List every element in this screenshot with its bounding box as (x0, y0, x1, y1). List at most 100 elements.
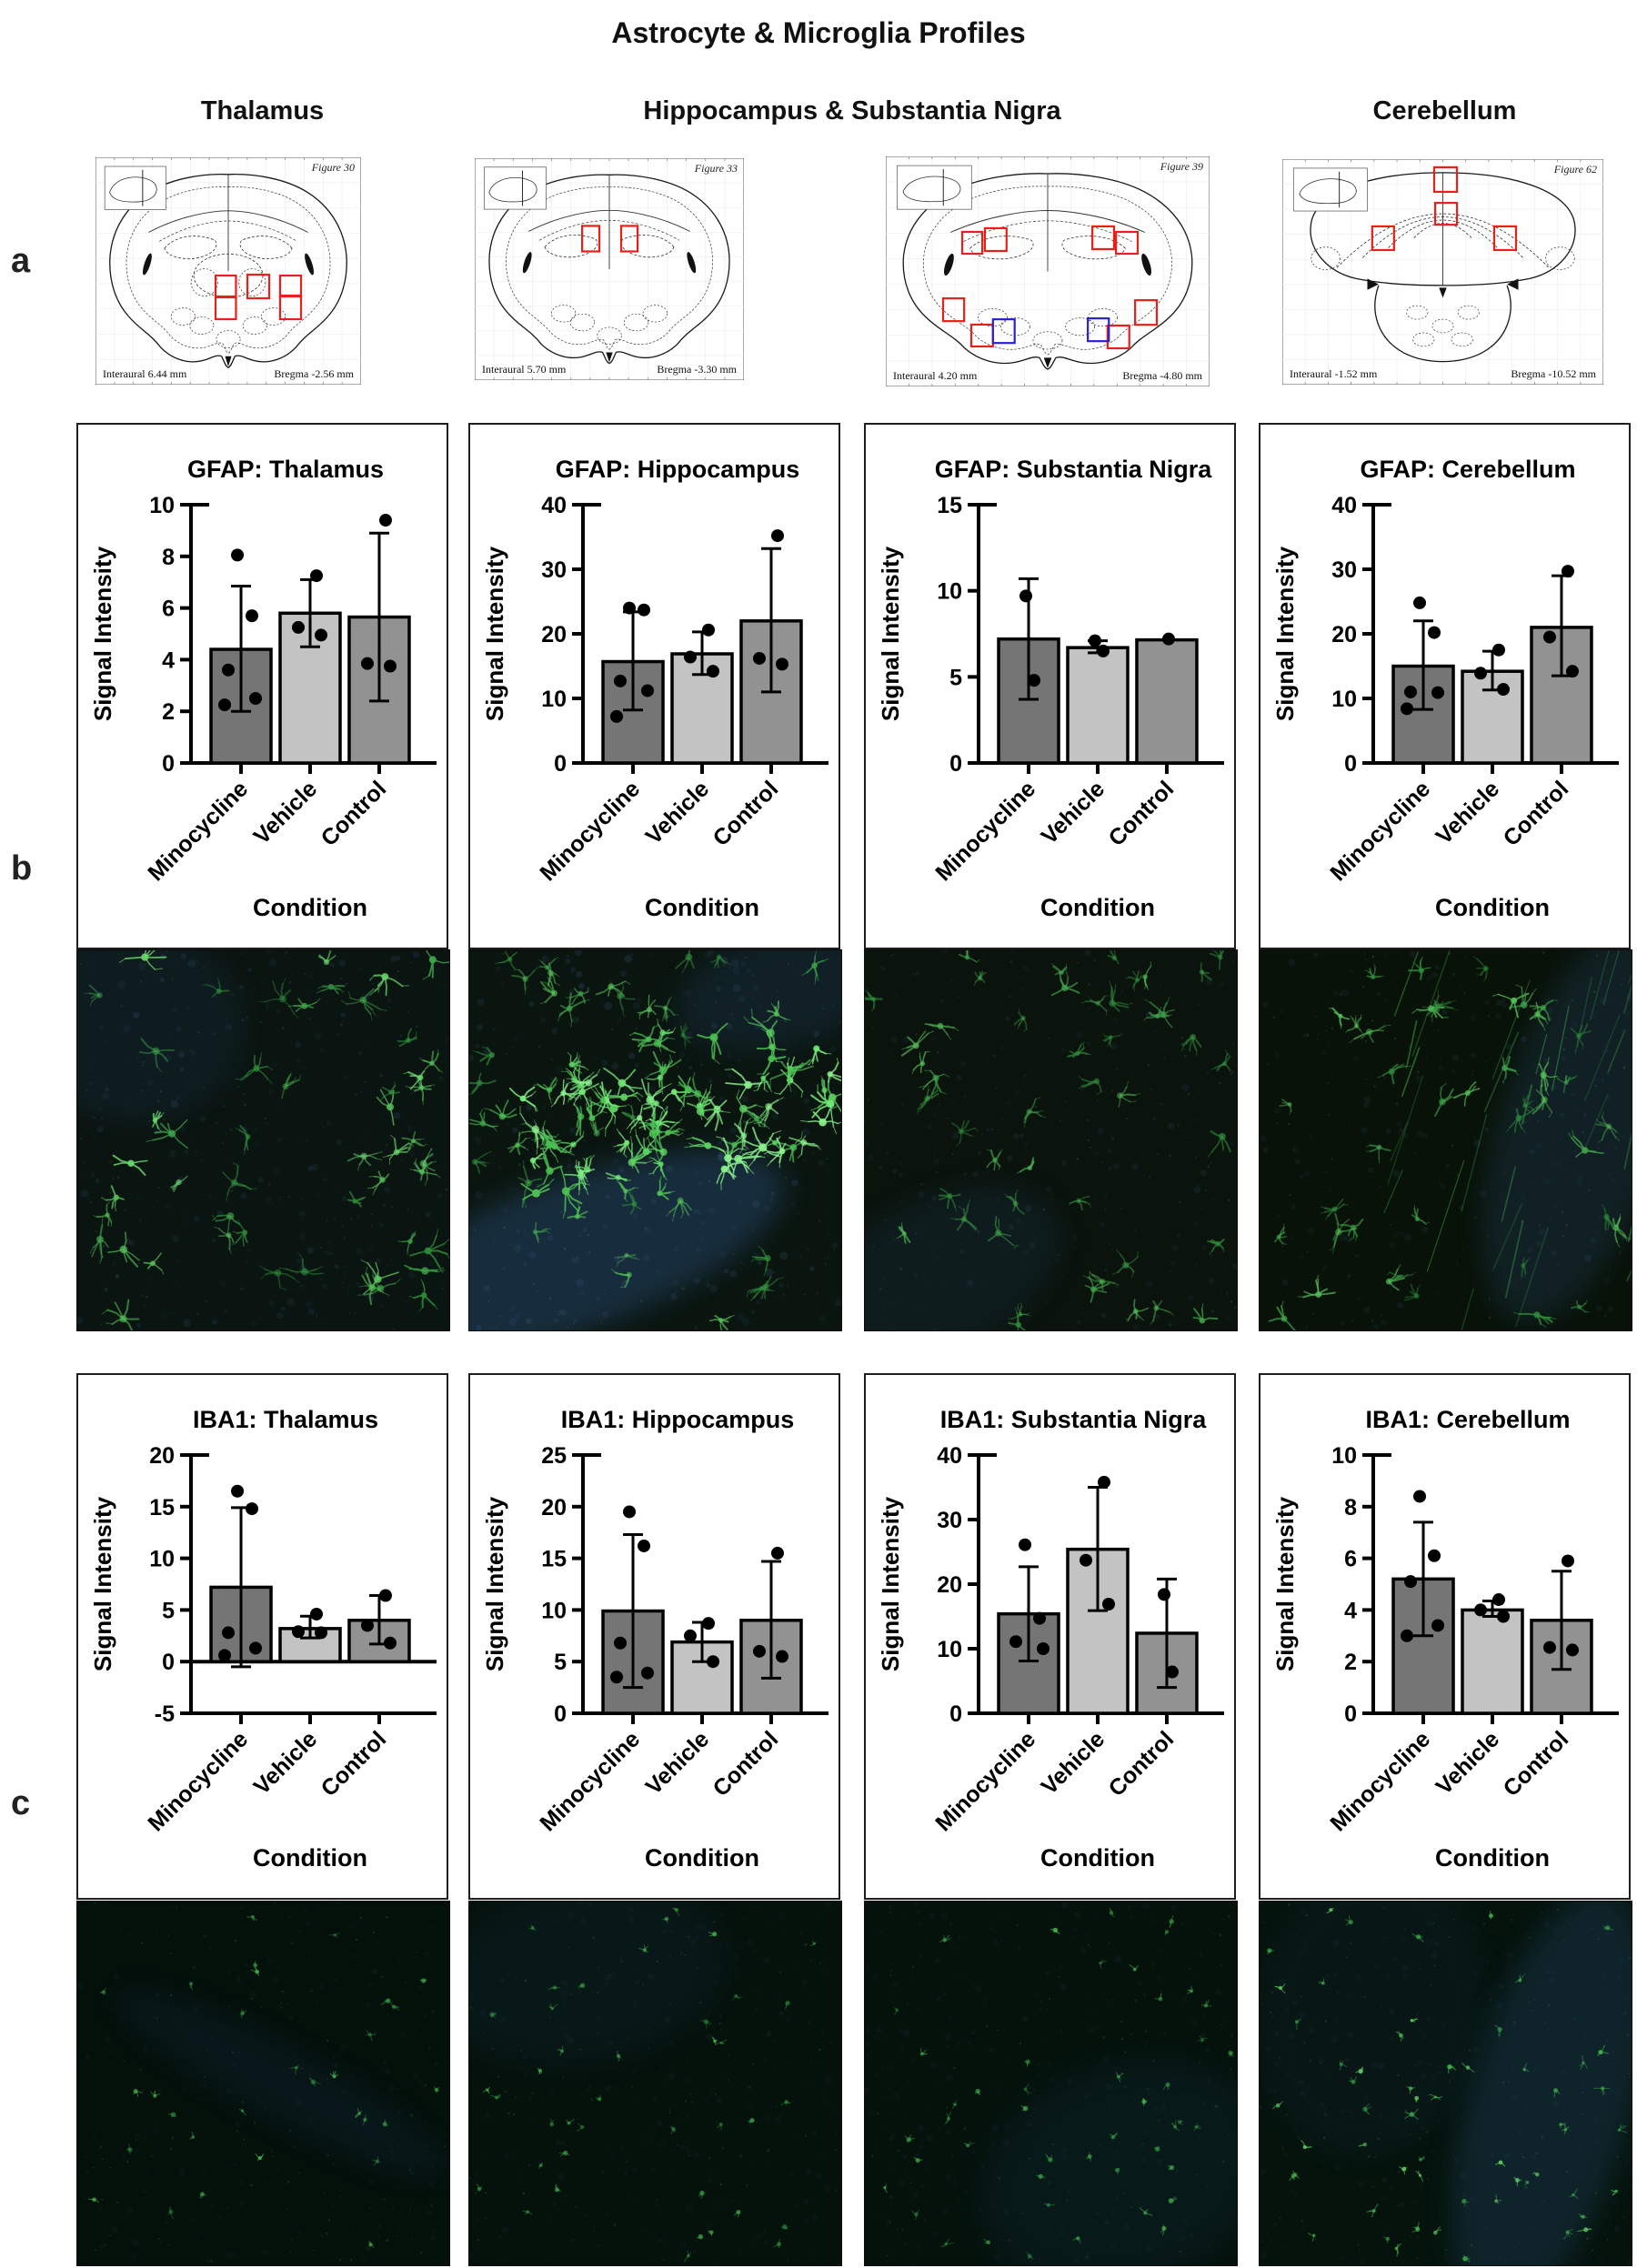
column-header-hippocampus-sn: Hippocampus & Substantia Nigra (643, 96, 1061, 125)
chart-iba1-hippocampus: IBA1: Hippocampus Signal Intensity 0 5 10 15 2… (468, 1373, 840, 1900)
svg-text:15: 15 (149, 1495, 175, 1520)
svg-text:GFAP: Hippocampus: GFAP: Hippocampus (556, 456, 800, 483)
svg-text:Condition: Condition (253, 1844, 367, 1872)
svg-text:20: 20 (541, 1495, 567, 1520)
svg-text:4: 4 (162, 647, 175, 673)
svg-text:Signal Intensity: Signal Intensity (1271, 1496, 1299, 1671)
svg-text:0: 0 (949, 1701, 962, 1727)
svg-text:0: 0 (1344, 751, 1357, 777)
atlas-figure-number: Figure 33 (694, 162, 738, 175)
atlas-bregma-label: Bregma -4.80 mm (1122, 369, 1202, 382)
bar-chart: GFAP: Hippocampus Signal Intensity 0 10 20 30… (481, 456, 829, 921)
svg-text:20: 20 (149, 1443, 175, 1469)
svg-text:Vehicle: Vehicle (249, 1726, 323, 1800)
svg-text:Vehicle: Vehicle (641, 776, 715, 849)
figure-title: Astrocyte & Microglia Profiles (611, 16, 1026, 49)
svg-text:GFAP: Thalamus: GFAP: Thalamus (187, 456, 384, 483)
row-label-c: c (11, 1784, 31, 1822)
fluorescence-image (865, 950, 1237, 1330)
atlas-interaural-label: Interaural 6.44 mm (103, 367, 187, 380)
chart-gfap-cerebellum: GFAP: Cerebellum Signal Intensity 0 10 20 30 4… (1259, 423, 1631, 949)
bar-chart: IBA1: Substantia Nigra Signal Intensity 0 1… (877, 1406, 1224, 1872)
svg-text:Signal Intensity: Signal Intensity (481, 546, 508, 721)
svg-text:Control: Control (316, 1726, 392, 1801)
svg-text:0: 0 (162, 1650, 175, 1675)
svg-text:IBA1: Substantia Nigra: IBA1: Substantia Nigra (940, 1406, 1208, 1433)
svg-text:Minocycline: Minocycline (143, 776, 253, 886)
svg-text:10: 10 (149, 493, 175, 518)
svg-text:0: 0 (162, 751, 175, 777)
bar-chart: GFAP: Cerebellum Signal Intensity 0 10 20 30 4… (1271, 456, 1619, 921)
svg-text:GFAP: Substantia Nigra: GFAP: Substantia Nigra (935, 456, 1213, 483)
micrograph-gfap-thalamus (76, 949, 450, 1331)
svg-text:2: 2 (162, 699, 175, 725)
bar-chart: GFAP: Thalamus Signal Intensity 0 2 4 6 8 10 Min… (89, 456, 437, 921)
svg-text:Control: Control (1104, 776, 1180, 851)
brain-atlas-drawing (475, 158, 744, 380)
svg-text:10: 10 (541, 687, 567, 712)
svg-text:Minocycline: Minocycline (1325, 776, 1435, 886)
atlas-figure-number: Figure 30 (311, 161, 355, 174)
micrograph-gfap-substantia-nigra (864, 949, 1238, 1331)
svg-text:10: 10 (541, 1598, 567, 1623)
atlas-panel-substantia-nigra: Figure 39 Interaural 4.20 mm Bregma -4.8… (886, 156, 1210, 386)
fluorescence-image (469, 950, 841, 1330)
svg-text:40: 40 (541, 493, 567, 518)
fluorescence-image (77, 1902, 449, 2265)
chart-iba1-thalamus: IBA1: Thalamus Signal Intensity -5 0 5 10 15 20… (76, 1373, 448, 1900)
atlas-bregma-label: Bregma -10.52 mm (1511, 367, 1596, 380)
chart-gfap-substantia-nigra: GFAP: Substantia Nigra Signal Intensity 0 5… (864, 423, 1236, 949)
svg-text:Minocycline: Minocycline (930, 776, 1040, 886)
atlas-figure-number: Figure 62 (1553, 163, 1597, 176)
svg-text:Condition: Condition (1435, 894, 1550, 921)
svg-text:10: 10 (1331, 1443, 1357, 1469)
chart-iba1-cerebellum: IBA1: Cerebellum Signal Intensity 0 2 4 6 8 10 M… (1259, 1373, 1631, 1900)
svg-text:IBA1: Cerebellum: IBA1: Cerebellum (1365, 1406, 1570, 1433)
bar-chart: IBA1: Thalamus Signal Intensity -5 0 5 10 15 20… (89, 1406, 437, 1872)
svg-text:0: 0 (1344, 1701, 1357, 1727)
svg-text:Control: Control (316, 776, 392, 851)
svg-text:Signal Intensity: Signal Intensity (877, 546, 904, 721)
svg-text:Control: Control (708, 776, 784, 851)
micrograph-gfap-hippocampus (468, 949, 842, 1331)
chart-gfap-thalamus: GFAP: Thalamus Signal Intensity 0 2 4 6 8 10 Min… (76, 423, 448, 949)
brain-atlas-drawing (1282, 159, 1603, 385)
svg-text:6: 6 (162, 597, 175, 622)
svg-text:Vehicle: Vehicle (1037, 776, 1110, 849)
svg-text:4: 4 (1344, 1598, 1357, 1623)
chart-gfap-hippocampus: GFAP: Hippocampus Signal Intensity 0 10 20 30… (468, 423, 840, 949)
svg-text:10: 10 (937, 579, 962, 605)
svg-text:0: 0 (554, 1701, 567, 1727)
fluorescence-image (1260, 950, 1632, 1330)
svg-text:Condition: Condition (1435, 1844, 1550, 1872)
micrograph-iba1-cerebellum (1259, 1901, 1632, 2266)
svg-text:30: 30 (937, 1508, 962, 1533)
svg-text:8: 8 (1344, 1495, 1357, 1520)
svg-text:25: 25 (541, 1443, 567, 1469)
svg-text:Minocycline: Minocycline (1325, 1726, 1435, 1836)
svg-text:Control: Control (1104, 1726, 1180, 1801)
svg-text:40: 40 (937, 1443, 962, 1469)
svg-text:Control: Control (1499, 1726, 1574, 1801)
micrograph-gfap-cerebellum (1259, 949, 1632, 1331)
svg-text:5: 5 (162, 1598, 175, 1623)
bar-chart: IBA1: Hippocampus Signal Intensity 0 5 10 15 2… (481, 1406, 829, 1872)
chart-iba1-substantia-nigra: IBA1: Substantia Nigra Signal Intensity 0 1… (864, 1373, 1236, 1900)
svg-text:Vehicle: Vehicle (1431, 776, 1505, 849)
svg-text:40: 40 (1331, 493, 1357, 518)
svg-text:GFAP: Cerebellum: GFAP: Cerebellum (1360, 456, 1575, 483)
svg-text:Control: Control (1499, 776, 1574, 851)
micrograph-iba1-substantia-nigra (864, 1901, 1238, 2266)
atlas-panel-thalamus: Figure 30 Interaural 6.44 mm Bregma -2.5… (95, 157, 361, 385)
svg-text:Condition: Condition (1040, 894, 1155, 921)
column-header-cerebellum: Cerebellum (1372, 96, 1517, 125)
brain-atlas-drawing (95, 157, 361, 385)
svg-text:10: 10 (937, 1637, 962, 1662)
svg-text:Signal Intensity: Signal Intensity (877, 1496, 904, 1671)
svg-text:Vehicle: Vehicle (1431, 1726, 1505, 1800)
svg-text:15: 15 (937, 493, 962, 518)
svg-text:Condition: Condition (645, 1844, 759, 1872)
bar-chart: GFAP: Substantia Nigra Signal Intensity 0 5… (877, 456, 1224, 921)
svg-text:Signal Intensity: Signal Intensity (1271, 546, 1299, 721)
